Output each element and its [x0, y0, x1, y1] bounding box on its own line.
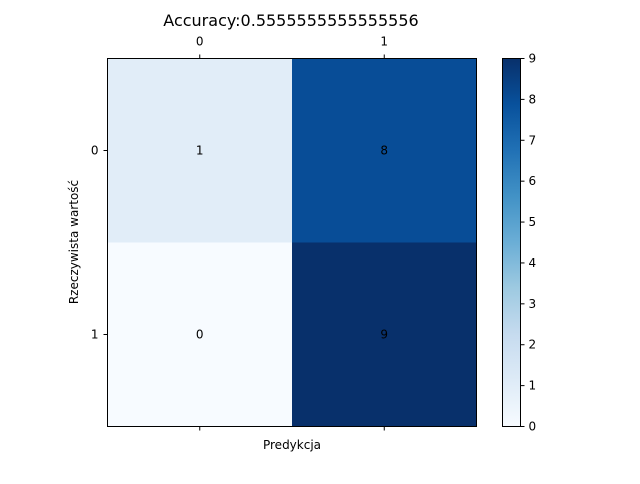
colorbar-tick-label: 4	[529, 256, 537, 270]
colorbar-tick-label: 2	[529, 338, 537, 352]
heatmap-cell	[107, 58, 293, 243]
colorbar-tick-label: 9	[529, 52, 537, 66]
colorbar-tick-label: 3	[529, 297, 537, 311]
cell-value-label: 8	[380, 144, 388, 158]
y-axis-ticks: 01	[91, 144, 108, 342]
heatmap-cells	[107, 58, 477, 427]
colorbar-ticks: 0 1 2 3 4 5 6 7 8 9	[520, 52, 537, 434]
colorbar-tick-label: 8	[529, 92, 537, 106]
cell-value-label: 0	[196, 328, 204, 342]
colorbar-tick-label: 5	[529, 215, 537, 229]
colorbar-tick-label: 7	[529, 133, 537, 147]
heatmap-cell	[107, 242, 293, 427]
y-axis-label: Rzeczywista wartość	[67, 180, 81, 304]
cell-value-label: 1	[196, 144, 204, 158]
heatmap-cell-labels: 1 80 9	[196, 144, 388, 342]
y-tick-label: 1	[91, 328, 99, 342]
heatmap-cell	[292, 58, 477, 243]
colorbar-tick-label: 6	[529, 174, 537, 188]
cell-value-label: 9	[380, 328, 388, 342]
axes-frame	[107, 58, 477, 427]
colorbar	[502, 58, 521, 427]
heatmap-cell	[292, 242, 477, 427]
colorbar-tick-label: 1	[529, 379, 537, 393]
x-axis-label: Predykcja	[263, 438, 321, 452]
chart-title: Accuracy:0.5555555555555556	[163, 11, 418, 30]
x-tick-label: 0	[196, 35, 204, 49]
y-tick-label: 0	[91, 144, 99, 158]
x-tick-label: 1	[380, 35, 388, 49]
colorbar-tick-label: 0	[529, 420, 537, 434]
